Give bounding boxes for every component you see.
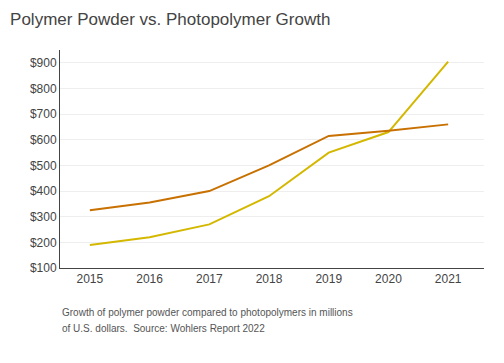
svg-text:2017: 2017	[196, 272, 223, 286]
svg-text:$100: $100	[30, 261, 57, 275]
svg-text:Growth of polymer powder compa: Growth of polymer powder compared to pho…	[62, 307, 353, 318]
svg-text:$900: $900	[30, 56, 57, 70]
svg-text:$800: $800	[30, 82, 57, 96]
svg-text:2020: 2020	[375, 272, 402, 286]
svg-text:2018: 2018	[256, 272, 283, 286]
svg-text:$600: $600	[30, 133, 57, 147]
svg-text:$500: $500	[30, 159, 57, 173]
svg-text:$700: $700	[30, 107, 57, 121]
svg-text:2021: 2021	[435, 272, 462, 286]
svg-text:2016: 2016	[136, 272, 163, 286]
svg-text:$400: $400	[30, 184, 57, 198]
svg-text:Polymer Powder vs. Photopolyme: Polymer Powder vs. Photopolymer Growth	[10, 10, 330, 29]
svg-text:2019: 2019	[315, 272, 342, 286]
svg-text:2015: 2015	[77, 272, 104, 286]
svg-text:of U.S. dollars. Source: Wohl: of U.S. dollars. Source: Wohlers Report …	[62, 323, 265, 334]
svg-text:$200: $200	[30, 236, 57, 250]
svg-text:$300: $300	[30, 210, 57, 224]
